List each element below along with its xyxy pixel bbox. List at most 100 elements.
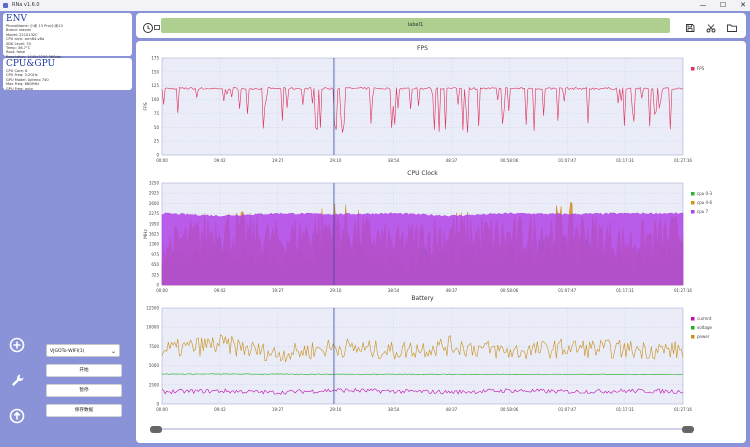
chevron-down-icon: ⌄ [110,348,116,355]
env-line: Brand: xiaomi [6,28,32,33]
y-tick-label: 7500 [149,344,160,349]
x-tick-label: 01:27:16 [674,158,692,163]
y-tick-label: 2275 [149,211,160,216]
y-tick-label: 2925 [149,191,160,196]
window-controls: — ☐ ✕ [698,0,748,11]
y-tick-label: 1300 [149,242,160,247]
slider-end-handle[interactable] [682,426,694,433]
legend-label: voltage [697,325,712,330]
legend-label: cpu 4-6 [697,200,713,205]
cpu-gpu-card: CPU&GPU CPU Core: 8 CPU Freq: 3.2GHz GPU… [3,58,132,91]
x-tick-label: 09:42 [214,288,226,293]
env-card: ENV PhoneName: 小米 13 Pro/小米13 Brand: xia… [3,13,132,59]
env-line: Model: 2210132C [6,32,38,37]
legend-swatch [691,67,695,71]
x-tick-label: 09:42 [214,158,226,163]
x-tick-label: 00:00 [156,288,168,293]
y-axis-label: FPS [143,102,149,110]
time-range-slider[interactable] [150,426,694,433]
env-title: ENV [6,14,27,24]
env-line: Resolution: 1440x3200 560dpi [6,54,62,59]
scale-icon [154,19,160,31]
y-tick-label: 175 [151,56,159,61]
wrench-icon[interactable] [8,371,26,389]
x-tick-label: 01:27:16 [674,288,692,293]
series-line-voltage [161,373,684,376]
x-tick-label: 00:00 [156,407,168,412]
x-tick-label: 01:07:47 [558,158,576,163]
plus-circle-icon[interactable] [8,336,26,354]
y-tick-label: 5000 [149,363,160,368]
y-tick-label: 50 [154,125,160,130]
x-tick-label: 19:27 [272,288,284,293]
pause-button[interactable]: 暂停 [46,384,122,397]
y-tick-label: 975 [151,252,159,257]
x-tick-label: 29:10 [330,158,342,163]
series-line-FPS [161,86,684,133]
y-tick-label: 100 [151,97,159,102]
slider-start-handle[interactable] [150,426,162,433]
control-panel: VJGOTo-WIFI(1) ⌄ 开始 暂停 保存数据 [46,344,122,417]
legend-label: cpu 7 [697,209,709,214]
save-icon[interactable] [684,19,696,32]
watermark-url: www.xlife.net [677,435,744,442]
legend-swatch [691,335,695,339]
device-select-value: VJGOTo-WIFI(1) [50,349,85,354]
x-tick-label: 29:10 [330,407,342,412]
y-tick-label: 75 [154,111,160,116]
y-tick-label: 0 [156,283,159,288]
x-tick-label: 29:10 [330,288,342,293]
legend-label: cpu 0-3 [697,191,713,196]
cpu-gpu-title: CPU&GPU [6,59,56,69]
x-tick-label: 01:27:16 [674,407,692,412]
x-tick-label: 48:37 [446,288,458,293]
clock-settings-icon[interactable] [142,19,154,33]
y-tick-label: 3250 [149,181,160,186]
y-tick-label: 2600 [149,201,160,206]
app-icon [3,3,8,8]
x-tick-label: 00:58:06 [500,288,518,293]
y-tick-label: 2500 [149,382,160,387]
y-tick-label: 12500 [146,306,159,311]
save-data-button[interactable]: 保存数据 [46,404,122,417]
x-tick-label: 00:58:06 [500,158,518,163]
y-tick-label: 125 [151,83,159,88]
upload-icon[interactable] [8,407,26,425]
maximize-button[interactable]: ☐ [719,1,727,9]
charts-panel: FPS 0 25 50 75 100 125 150 175 00:00 09:42 19:27 29:… [136,41,746,443]
scissors-icon[interactable] [705,19,717,33]
x-tick-label: 00:58:06 [500,407,518,412]
legend-swatch [691,326,695,330]
cpu-line: GPU Model: Adreno 740 [6,77,49,82]
window-title: RNa v1.6.0 [12,2,40,8]
minimize-button[interactable]: — [699,1,707,9]
x-tick-label: 01:07:47 [558,407,576,412]
device-select[interactable]: VJGOTo-WIFI(1) ⌄ [46,344,120,357]
y-tick-label: 10000 [146,325,159,330]
x-tick-label: 01:17:31 [616,288,634,293]
x-tick-label: 01:07:47 [558,288,576,293]
cpu-line: CPU Core: 8 [6,69,28,73]
y-tick-label: 325 [151,272,159,277]
cpu-line: GPU Freq: auto [6,86,33,91]
y-tick-label: 0 [156,402,159,407]
close-button[interactable]: ✕ [740,1,746,9]
env-line: SDK Level: 33 [6,41,31,46]
env-line: CPU arch: arm64-v8a [6,37,45,42]
legend-label: FPS [697,66,705,71]
watermark-logo: 生活 www.xlife.net [677,403,746,442]
x-tick-label: 01:17:31 [616,158,634,163]
charts-svg: FPS 0 25 50 75 100 125 150 175 00:00 09:42 19:27 29:… [143,45,713,412]
x-tick-label: 38:54 [388,288,400,293]
start-button[interactable]: 开始 [46,364,122,377]
x-tick-label: 38:54 [388,158,400,163]
y-tick-label: 150 [151,69,159,74]
x-tick-label: 00:00 [156,158,168,163]
legend-label: power [697,334,710,339]
slider-track [156,428,688,430]
x-tick-label: 01:17:31 [616,407,634,412]
top-toolbar: label1 [136,13,746,38]
y-tick-label: 650 [151,262,159,267]
y-tick-label: 25 [154,139,160,144]
folder-icon[interactable] [726,19,738,32]
